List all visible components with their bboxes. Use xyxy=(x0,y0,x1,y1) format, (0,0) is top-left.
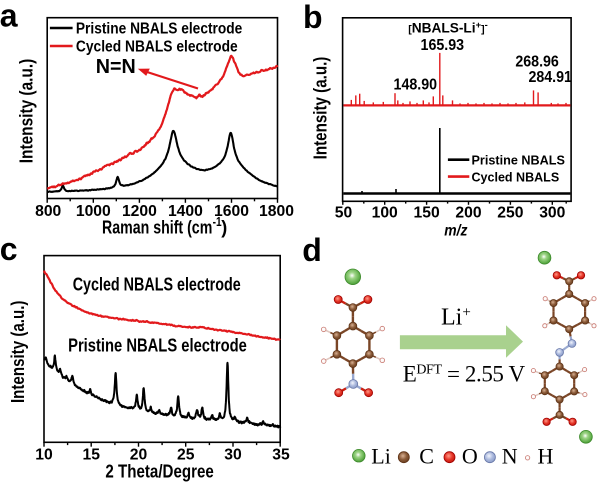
svg-text:800: 800 xyxy=(35,203,61,220)
svg-text:1000: 1000 xyxy=(76,203,111,220)
svg-text:165.93: 165.93 xyxy=(421,37,465,54)
svg-text:20: 20 xyxy=(130,447,148,464)
svg-text:Intensity (a.u.): Intensity (a.u.) xyxy=(16,59,36,164)
svg-text:50: 50 xyxy=(335,205,353,222)
svg-text:-1: -1 xyxy=(213,214,222,229)
svg-text:Pristine NBALS electrode: Pristine NBALS electrode xyxy=(68,335,247,355)
svg-text:Raman shift (cm: Raman shift (cm xyxy=(102,217,212,237)
svg-text:100: 100 xyxy=(372,205,398,222)
svg-text:25: 25 xyxy=(177,447,195,464)
svg-text:200: 200 xyxy=(455,205,481,222)
svg-text:150: 150 xyxy=(414,205,440,222)
svg-text:Cycled NBALS: Cycled NBALS xyxy=(472,169,560,184)
svg-text:Pristine NBALS: Pristine NBALS xyxy=(472,152,566,167)
svg-text:148.90: 148.90 xyxy=(394,76,438,93)
svg-text:1800: 1800 xyxy=(259,203,294,220)
svg-text:Intensity (a.u.): Intensity (a.u.) xyxy=(310,57,330,160)
svg-text:m/z: m/z xyxy=(444,223,467,240)
svg-text:35: 35 xyxy=(272,447,290,464)
svg-text:284.91: 284.91 xyxy=(528,69,572,86)
svg-text:d: d xyxy=(302,232,322,268)
svg-text:250: 250 xyxy=(497,205,523,222)
svg-text:N: N xyxy=(502,443,518,468)
svg-text:Intensity (a.u.): Intensity (a.u.) xyxy=(8,301,28,404)
svg-text:Li: Li xyxy=(371,443,391,468)
svg-text:1600: 1600 xyxy=(214,203,249,220)
svg-text:a: a xyxy=(0,0,18,34)
svg-text:1200: 1200 xyxy=(122,203,157,220)
svg-text:Cycled NBALS electrode: Cycled NBALS electrode xyxy=(76,39,238,56)
svg-text:[NBALS-Li+]-: [NBALS-Li+]- xyxy=(408,20,488,36)
svg-text:1400: 1400 xyxy=(168,203,203,220)
svg-text:b: b xyxy=(303,0,323,35)
svg-text:Cycled NBALS electrode: Cycled NBALS electrode xyxy=(73,274,241,294)
svg-text:O: O xyxy=(462,443,478,468)
svg-text:C: C xyxy=(419,443,434,468)
svg-text:10: 10 xyxy=(35,447,53,464)
svg-text:30: 30 xyxy=(224,447,242,464)
svg-text:2 Theta/Degree: 2 Theta/Degree xyxy=(105,461,213,481)
svg-text:15: 15 xyxy=(82,447,100,464)
svg-text:c: c xyxy=(0,231,17,267)
svg-text:300: 300 xyxy=(539,205,565,222)
svg-text:N=N: N=N xyxy=(96,56,136,78)
svg-text:): ) xyxy=(221,217,227,237)
svg-text:H: H xyxy=(538,443,554,468)
svg-text:Pristine NBALS electrode: Pristine NBALS electrode xyxy=(76,21,242,38)
svg-text:268.96: 268.96 xyxy=(515,53,559,70)
